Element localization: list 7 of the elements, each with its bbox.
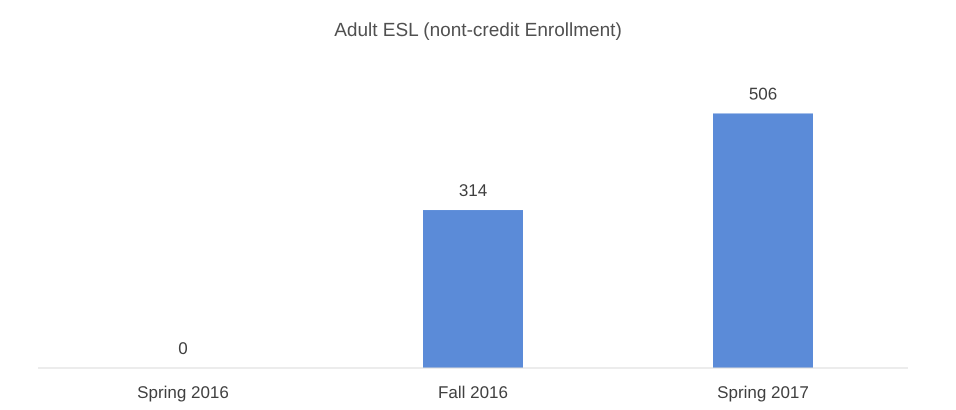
data-label: 506 [748, 84, 778, 104]
x-tick-label: Spring 2017 [717, 383, 809, 402]
x-tick-label: Spring 2016 [137, 383, 229, 402]
chart-title: Adult ESL (nont-credit Enrollment) [333, 20, 623, 42]
data-label: 0 [178, 339, 188, 358]
data-label: 314 [458, 181, 488, 200]
x-tick-label: Fall 2016 [438, 383, 508, 402]
